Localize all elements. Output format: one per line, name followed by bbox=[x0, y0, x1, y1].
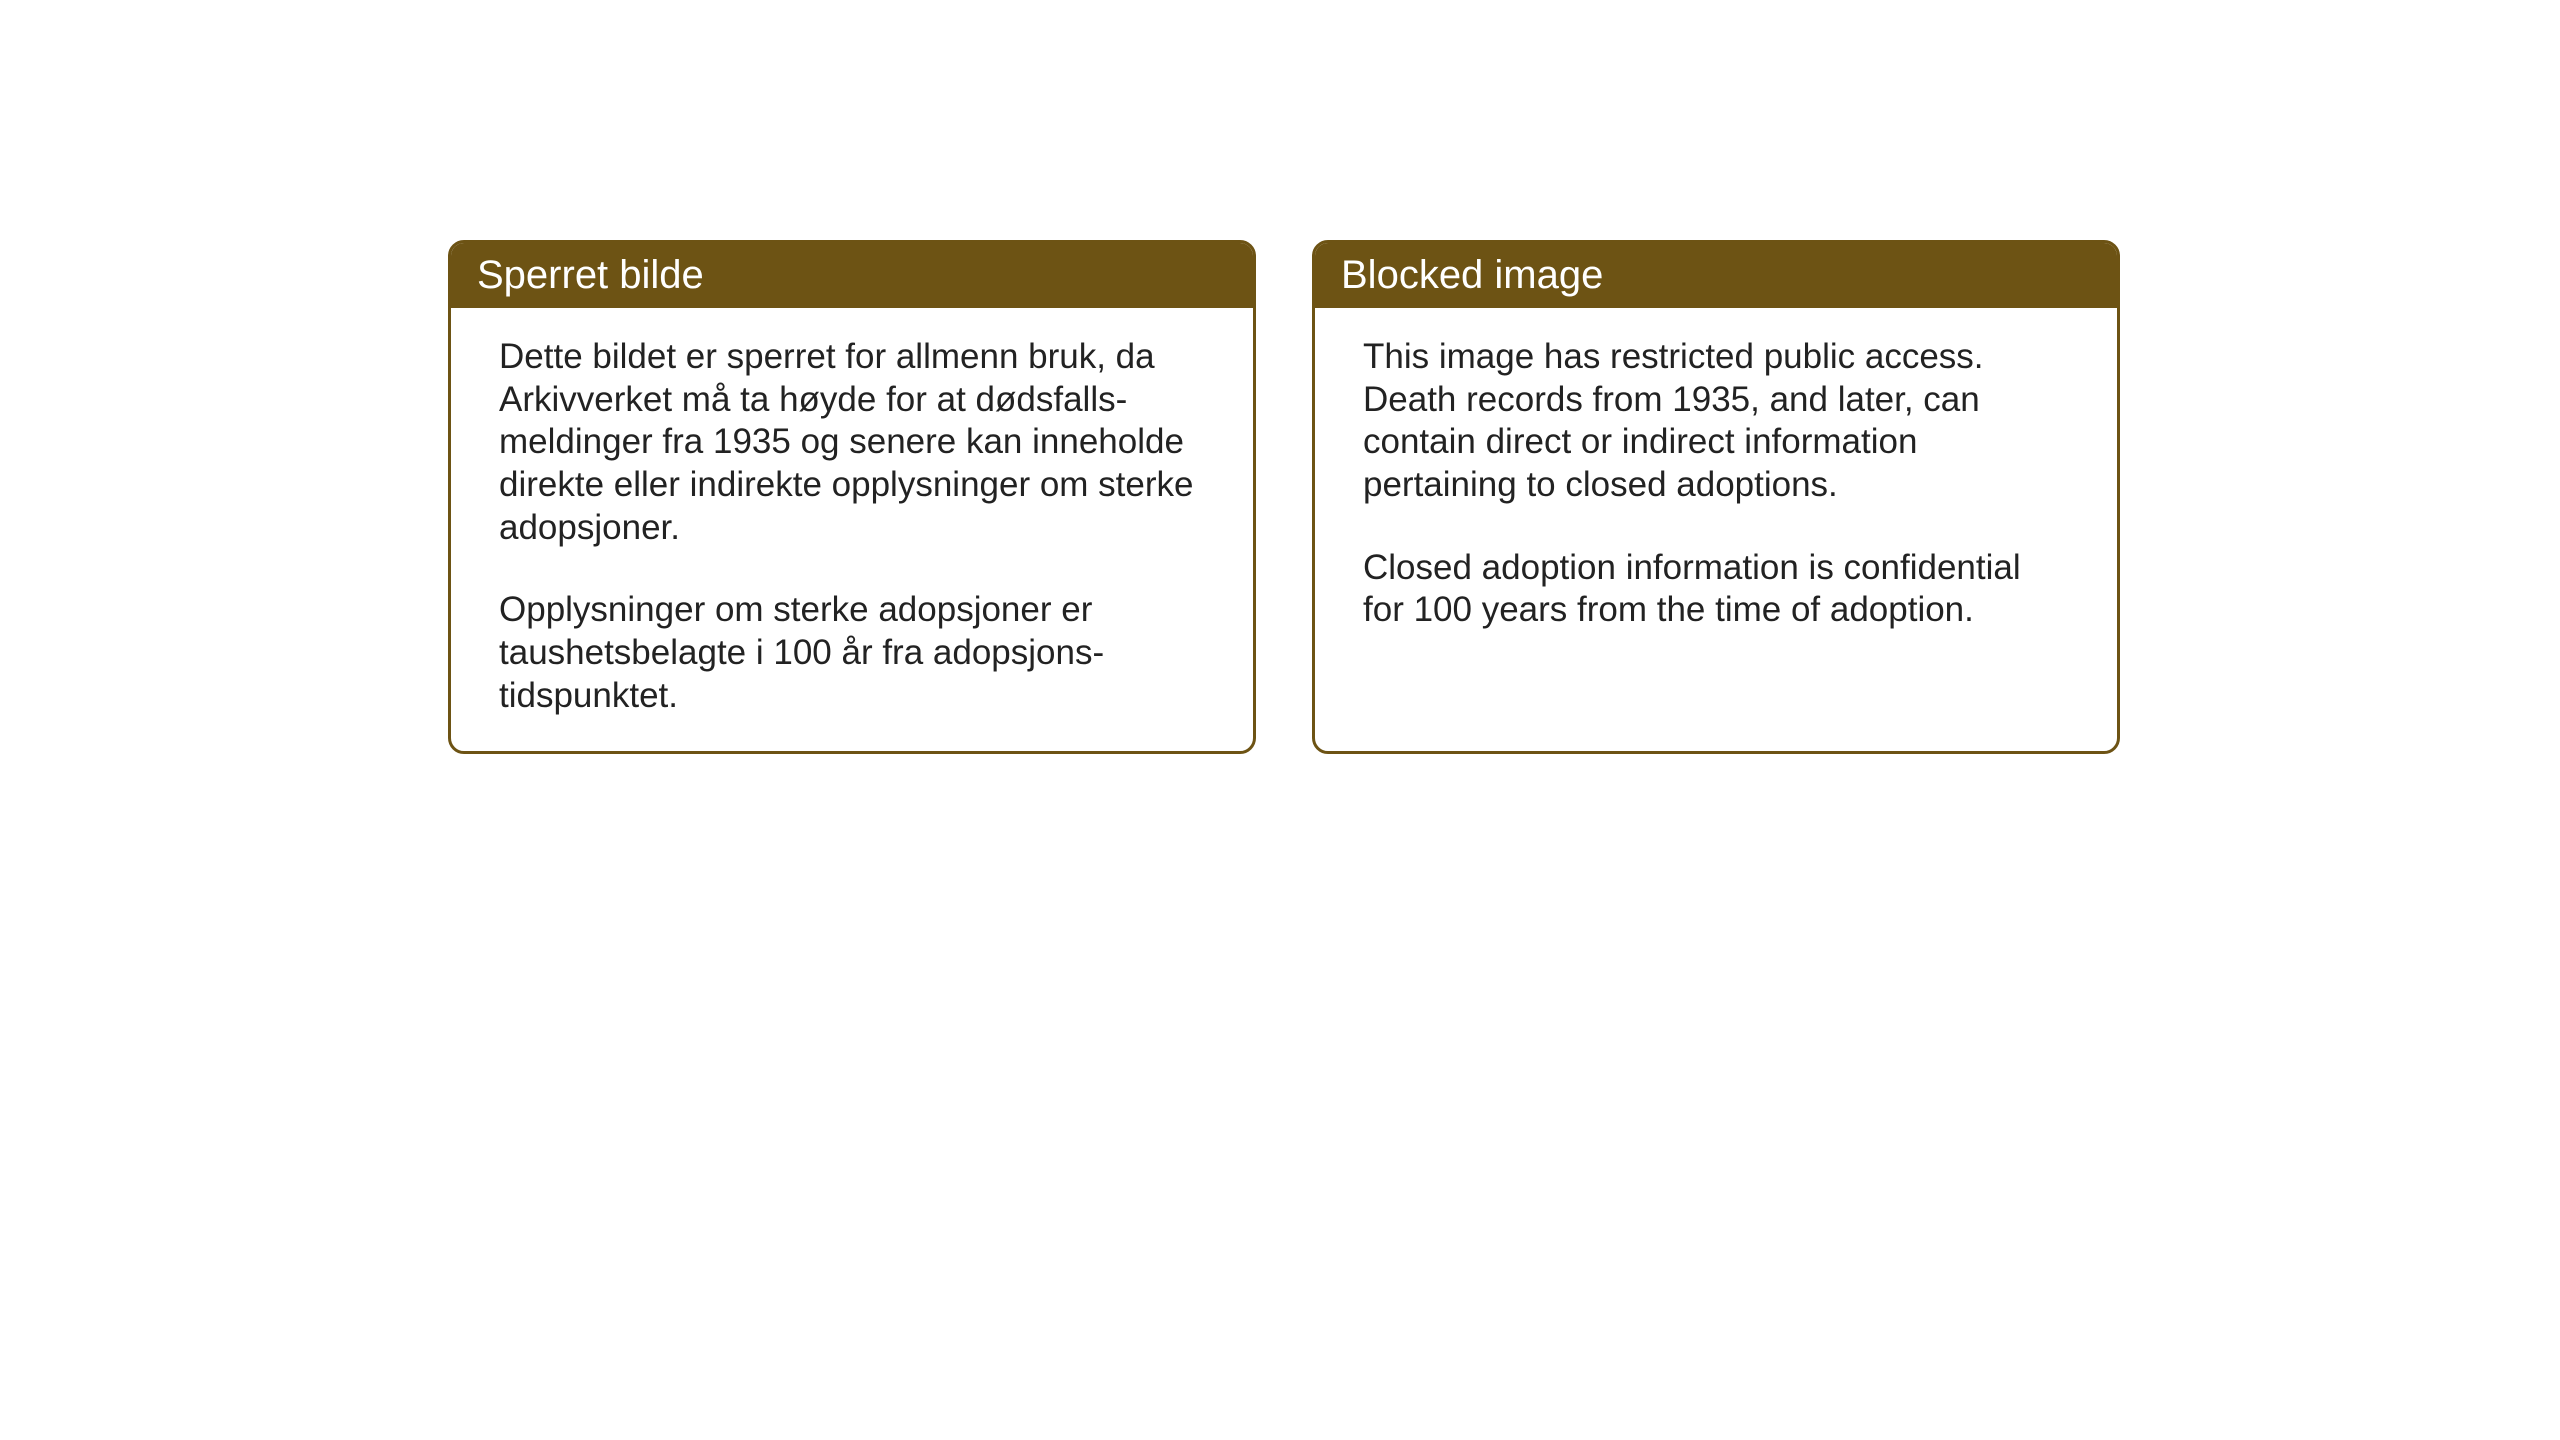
cards-container: Sperret bilde Dette bildet er sperret fo… bbox=[0, 0, 2560, 754]
english-card-title: Blocked image bbox=[1341, 253, 1603, 297]
english-card-body: This image has restricted public access.… bbox=[1315, 308, 2117, 672]
norwegian-card-body: Dette bildet er sperret for allmenn bruk… bbox=[451, 308, 1253, 754]
norwegian-card: Sperret bilde Dette bildet er sperret fo… bbox=[448, 240, 1256, 754]
english-card: Blocked image This image has restricted … bbox=[1312, 240, 2120, 754]
english-card-header: Blocked image bbox=[1315, 243, 2117, 308]
norwegian-paragraph-1: Dette bildet er sperret for allmenn bruk… bbox=[499, 336, 1205, 549]
norwegian-card-header: Sperret bilde bbox=[451, 243, 1253, 308]
english-paragraph-1: This image has restricted public access.… bbox=[1363, 336, 2069, 507]
english-paragraph-2: Closed adoption information is confident… bbox=[1363, 547, 2069, 632]
norwegian-paragraph-2: Opplysninger om sterke adopsjoner er tau… bbox=[499, 589, 1205, 717]
norwegian-card-title: Sperret bilde bbox=[477, 253, 704, 297]
